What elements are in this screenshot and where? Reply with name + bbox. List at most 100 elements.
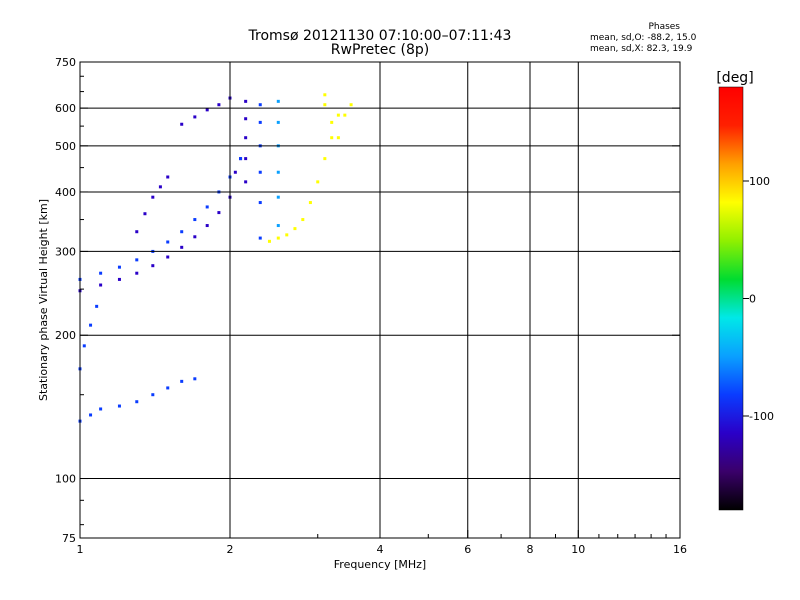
data-point xyxy=(244,157,248,161)
data-point xyxy=(205,108,209,112)
data-point xyxy=(336,136,340,140)
data-point xyxy=(135,400,139,404)
data-point xyxy=(193,218,197,222)
data-point xyxy=(193,377,197,381)
y-axis-label: Stationary phase Virtual Height [km] xyxy=(37,199,50,401)
data-point xyxy=(158,185,162,189)
data-point xyxy=(258,236,262,240)
y-tick-label: 100 xyxy=(55,473,76,486)
colorbar xyxy=(718,86,744,511)
data-point xyxy=(258,120,262,124)
data-point xyxy=(239,157,243,161)
data-point xyxy=(166,255,170,259)
data-point xyxy=(205,205,209,209)
y-tick-label: 600 xyxy=(55,102,76,115)
data-point xyxy=(166,386,170,390)
data-point xyxy=(89,323,93,327)
x-tick-label: 8 xyxy=(527,543,534,556)
y-tick-label: 400 xyxy=(55,186,76,199)
data-point xyxy=(244,117,248,121)
data-point xyxy=(343,113,347,117)
data-point xyxy=(180,379,184,383)
data-point xyxy=(276,236,280,240)
y-axis-ticks: 75 100 200 300 400 500 600 750 xyxy=(55,56,680,545)
data-point xyxy=(258,170,262,174)
data-points xyxy=(78,93,353,423)
x-axis-ticks: 1 2 4 6 8 10 16 xyxy=(77,530,687,556)
colorbar-label: [deg] xyxy=(716,70,753,86)
data-point xyxy=(205,224,209,228)
data-point xyxy=(82,344,86,348)
y-tick-label: 200 xyxy=(55,329,76,342)
y-tick-label: 75 xyxy=(62,532,76,545)
data-point xyxy=(95,304,99,308)
data-point xyxy=(217,103,221,107)
data-point xyxy=(330,136,334,140)
data-point xyxy=(244,99,248,103)
data-point xyxy=(151,195,155,199)
phases-stats-x: mean, sd,X: 82.3, 19.9 xyxy=(590,44,693,54)
data-point xyxy=(276,224,280,228)
data-point xyxy=(244,136,248,140)
data-point xyxy=(233,170,237,174)
data-point xyxy=(276,99,280,103)
x-tick-label: 1 xyxy=(77,543,84,556)
data-point xyxy=(166,175,170,179)
data-point xyxy=(143,212,147,216)
data-point xyxy=(180,245,184,249)
data-point xyxy=(117,404,121,408)
data-point xyxy=(285,233,289,237)
data-point xyxy=(276,195,280,199)
colorbar-ticks: 100 0 -100 xyxy=(743,175,774,423)
data-point xyxy=(267,239,271,243)
data-point xyxy=(330,120,334,124)
y-tick-label: 750 xyxy=(55,56,76,69)
data-point xyxy=(258,201,262,205)
colorbar-tick-label: 0 xyxy=(749,293,756,306)
data-point xyxy=(117,265,121,269)
data-point xyxy=(323,103,327,107)
data-point xyxy=(336,113,340,117)
chart-title: Tromsø 20121130 07:10:00–07:11:43 xyxy=(248,28,512,44)
data-point xyxy=(89,413,93,417)
data-point xyxy=(349,103,353,107)
data-point xyxy=(135,230,139,234)
x-tick-label: 2 xyxy=(227,543,234,556)
chart-subtitle: RwPretec (8p) xyxy=(330,42,430,58)
grid xyxy=(80,62,680,538)
data-point xyxy=(316,180,320,184)
data-point xyxy=(193,235,197,239)
x-tick-label: 16 xyxy=(673,543,687,556)
data-point xyxy=(323,157,327,161)
colorbar-tick-label: -100 xyxy=(749,410,774,423)
data-point xyxy=(293,227,297,231)
y-tick-label: 500 xyxy=(55,140,76,153)
data-point xyxy=(151,393,155,397)
data-point xyxy=(301,218,305,222)
data-point xyxy=(99,283,103,287)
data-point xyxy=(244,180,248,184)
y-tick-label: 300 xyxy=(55,245,76,258)
phases-legend-title: Phases xyxy=(648,22,680,32)
data-point xyxy=(180,122,184,126)
data-point xyxy=(193,115,197,119)
data-point xyxy=(258,103,262,107)
data-point xyxy=(117,277,121,281)
data-point xyxy=(166,240,170,244)
data-point xyxy=(217,211,221,215)
data-point xyxy=(99,407,103,411)
x-axis-label: Frequency [MHz] xyxy=(334,558,426,571)
data-point xyxy=(276,120,280,124)
colorbar-tick-label: 100 xyxy=(749,175,770,188)
data-point xyxy=(135,271,139,275)
phases-stats-o: mean, sd,O: -88.2, 15.0 xyxy=(590,33,697,43)
x-tick-label: 10 xyxy=(571,543,585,556)
data-point xyxy=(135,258,139,262)
data-point xyxy=(323,93,327,97)
data-point xyxy=(276,170,280,174)
data-point xyxy=(99,271,103,275)
data-point xyxy=(151,264,155,268)
data-point xyxy=(180,230,184,234)
data-point xyxy=(308,201,312,205)
